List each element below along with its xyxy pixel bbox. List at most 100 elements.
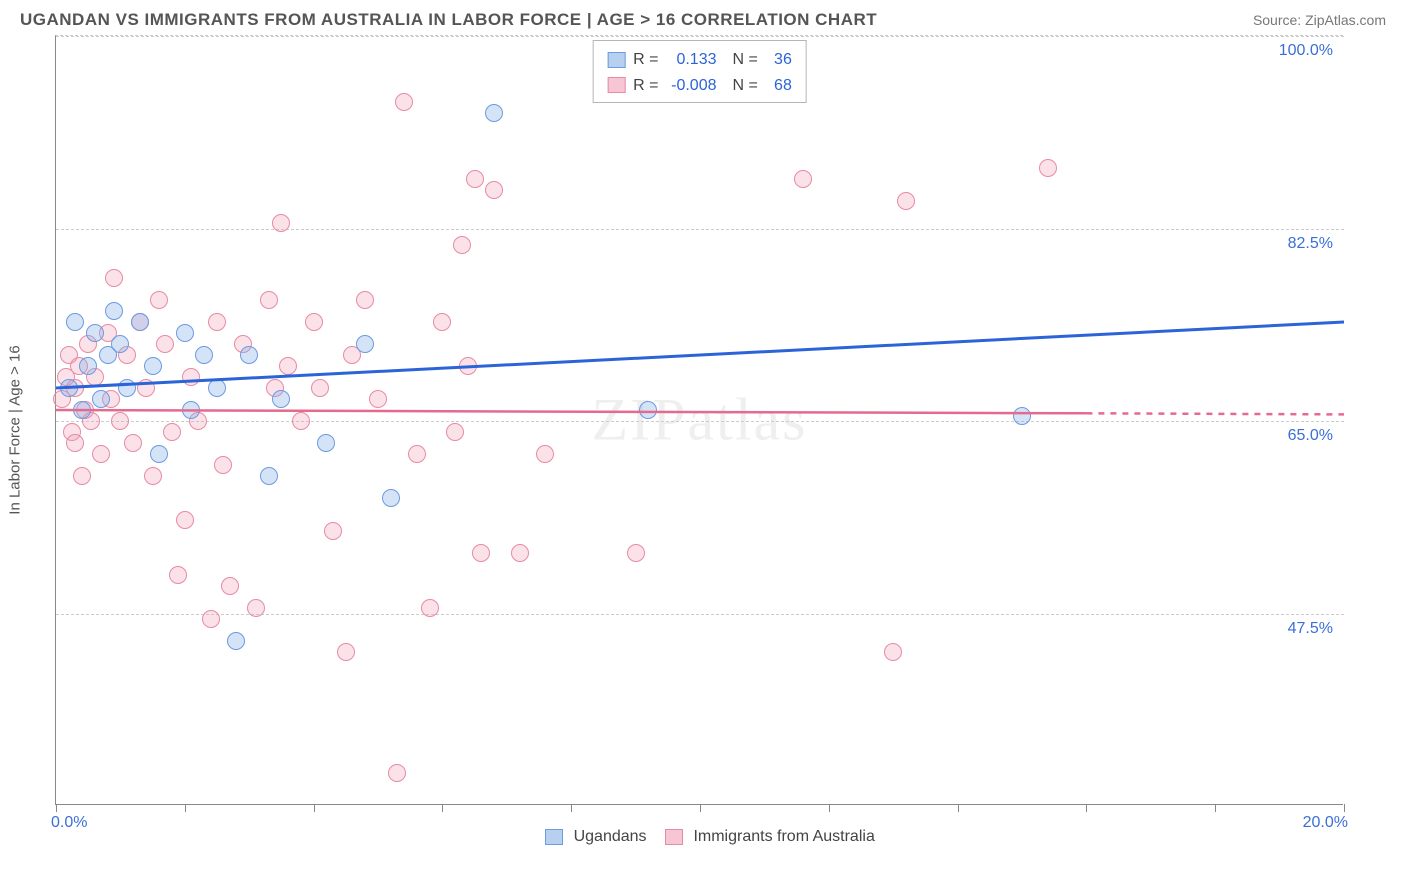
x-min-label: 0.0% <box>51 814 87 832</box>
data-point <box>272 214 290 232</box>
data-point <box>92 390 110 408</box>
swatch-a-icon <box>607 52 625 68</box>
data-point <box>446 423 464 441</box>
x-tick <box>1215 804 1216 812</box>
x-max-label: 20.0% <box>1303 814 1348 832</box>
data-point <box>144 357 162 375</box>
data-point <box>317 434 335 452</box>
x-tick <box>56 804 57 812</box>
data-point <box>453 236 471 254</box>
x-tick <box>185 804 186 812</box>
chart-title: UGANDAN VS IMMIGRANTS FROM AUSTRALIA IN … <box>20 10 877 30</box>
data-point <box>485 104 503 122</box>
y-tick-label: 65.0% <box>1288 427 1333 445</box>
data-point <box>240 346 258 364</box>
data-point <box>408 445 426 463</box>
data-point <box>92 445 110 463</box>
chart-header: UGANDAN VS IMMIGRANTS FROM AUSTRALIA IN … <box>0 0 1406 35</box>
x-tick <box>1086 804 1087 812</box>
data-point <box>66 313 84 331</box>
data-point <box>176 511 194 529</box>
x-tick <box>829 804 830 812</box>
data-point <box>208 379 226 397</box>
stat-n-b: 68 <box>764 73 792 99</box>
data-point <box>260 291 278 309</box>
y-axis-label: In Labor Force | Age > 16 <box>7 345 24 514</box>
data-point <box>221 577 239 595</box>
data-point <box>105 302 123 320</box>
data-point <box>208 313 226 331</box>
data-point <box>485 181 503 199</box>
data-point <box>202 610 220 628</box>
data-point <box>131 313 149 331</box>
data-point <box>111 335 129 353</box>
data-point <box>111 412 129 430</box>
data-point <box>472 544 490 562</box>
data-point <box>639 401 657 419</box>
x-tick <box>958 804 959 812</box>
data-point <box>150 291 168 309</box>
data-point <box>459 357 477 375</box>
data-point <box>214 456 232 474</box>
gridline <box>56 421 1344 422</box>
legend-swatch-a-icon <box>545 829 563 845</box>
data-point <box>169 566 187 584</box>
data-point <box>124 434 142 452</box>
data-point <box>60 379 78 397</box>
data-point <box>433 313 451 331</box>
stats-row-a: R = 0.133 N = 36 <box>607 47 792 73</box>
data-point <box>66 434 84 452</box>
data-point <box>150 445 168 463</box>
data-point <box>144 467 162 485</box>
chart-container: ZIPatlas R = 0.133 N = 36 R = -0.008 N =… <box>55 35 1386 825</box>
data-point <box>324 522 342 540</box>
data-point <box>337 643 355 661</box>
data-point <box>137 379 155 397</box>
stat-r-b: -0.008 <box>665 73 717 99</box>
gridline <box>56 229 1344 230</box>
data-point <box>73 467 91 485</box>
x-tick <box>442 804 443 812</box>
data-point <box>79 357 97 375</box>
data-point <box>260 467 278 485</box>
x-tick <box>1344 804 1345 812</box>
stat-r-a: 0.133 <box>665 47 717 73</box>
data-point <box>195 346 213 364</box>
data-point <box>421 599 439 617</box>
data-point <box>897 192 915 210</box>
legend-label-b: Immigrants from Australia <box>693 828 874 845</box>
data-point <box>73 401 91 419</box>
data-point <box>156 335 174 353</box>
plot-area: ZIPatlas R = 0.133 N = 36 R = -0.008 N =… <box>55 35 1343 805</box>
y-tick-label: 82.5% <box>1288 235 1333 253</box>
data-point <box>388 764 406 782</box>
data-point <box>511 544 529 562</box>
data-point <box>227 632 245 650</box>
legend-stats-box: R = 0.133 N = 36 R = -0.008 N = 68 <box>592 40 807 103</box>
data-point <box>176 324 194 342</box>
y-tick-label: 47.5% <box>1288 620 1333 638</box>
data-point <box>356 291 374 309</box>
x-tick <box>314 804 315 812</box>
data-point <box>292 412 310 430</box>
data-point <box>86 324 104 342</box>
data-point <box>311 379 329 397</box>
stats-row-b: R = -0.008 N = 68 <box>607 73 792 99</box>
legend-label-a: Ugandans <box>574 828 647 845</box>
data-point <box>247 599 265 617</box>
y-tick-label: 100.0% <box>1279 42 1333 60</box>
swatch-b-icon <box>607 77 625 93</box>
data-point <box>118 379 136 397</box>
data-point <box>536 445 554 463</box>
data-point <box>182 368 200 386</box>
data-point <box>163 423 181 441</box>
data-point <box>884 643 902 661</box>
data-point <box>395 93 413 111</box>
data-point <box>356 335 374 353</box>
data-point <box>105 269 123 287</box>
data-point <box>279 357 297 375</box>
stat-n-a: 36 <box>764 47 792 73</box>
data-point <box>1013 407 1031 425</box>
x-tick <box>571 804 572 812</box>
watermark: ZIPatlas <box>592 386 808 455</box>
